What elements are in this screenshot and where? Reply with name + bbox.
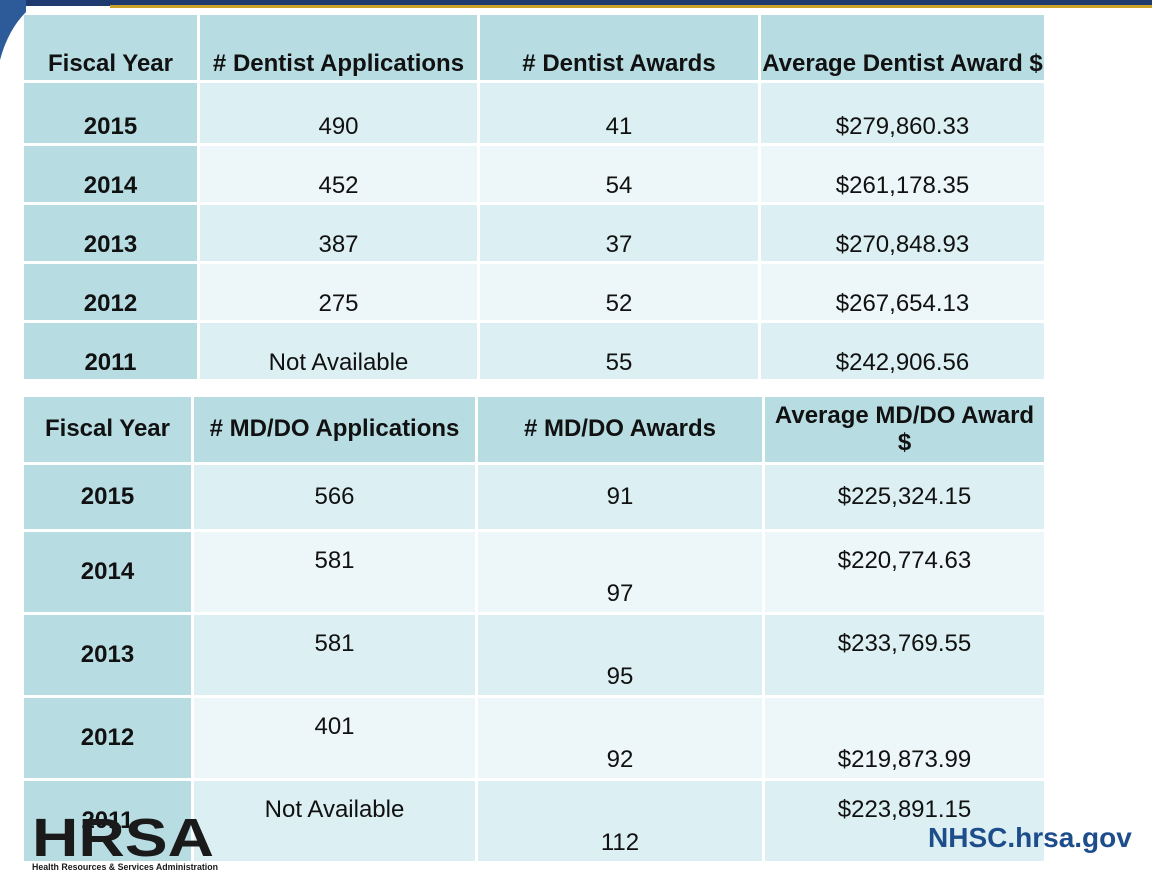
table-row: 2013 387 37 $270,848.93: [24, 205, 1044, 264]
header-fiscal-year: Fiscal Year: [24, 15, 200, 83]
cell-awards: 112: [478, 781, 765, 864]
cell-year: 2014: [24, 146, 200, 205]
header-applications: # MD/DO Applications: [194, 397, 478, 465]
cell-applications: 452: [200, 146, 480, 205]
cell-applications: 581: [194, 615, 478, 698]
dentist-awards-table: Fiscal Year # Dentist Applications # Den…: [24, 15, 1044, 382]
header-applications: # Dentist Applications: [200, 15, 480, 83]
corner-swoosh-icon: [0, 0, 26, 60]
cell-awards: 92: [478, 698, 765, 781]
cell-average-award: $225,324.15: [765, 465, 1044, 532]
header-fiscal-year: Fiscal Year: [24, 397, 194, 465]
table-row: 2014 581 97 $220,774.63: [24, 532, 1044, 615]
table-row: 2015 490 41 $279,860.33: [24, 83, 1044, 146]
table-row: 2015 566 91 $225,324.15: [24, 465, 1044, 532]
cell-average-award: $267,654.13: [761, 264, 1044, 323]
cell-year: 2013: [24, 205, 200, 264]
cell-year: 2011: [24, 781, 194, 864]
header-average-award: Average MD/DO Award $: [765, 397, 1044, 465]
cell-average-award: $220,774.63: [765, 532, 1044, 615]
cell-year: 2012: [24, 698, 194, 781]
cell-year: 2015: [24, 465, 194, 532]
cell-average-award: $279,860.33: [761, 83, 1044, 146]
header-average-award: Average Dentist Award $: [761, 15, 1044, 83]
table-row: 2011 Not Available 55 $242,906.56: [24, 323, 1044, 382]
cell-average-award: $219,873.99: [765, 698, 1044, 781]
table-row: 2012 275 52 $267,654.13: [24, 264, 1044, 323]
cell-year: 2015: [24, 83, 200, 146]
header-awards: # Dentist Awards: [480, 15, 761, 83]
cell-awards: 54: [480, 146, 761, 205]
cell-average-award: $233,769.55: [765, 615, 1044, 698]
cell-average-award: $261,178.35: [761, 146, 1044, 205]
cell-awards: 52: [480, 264, 761, 323]
cell-year: 2013: [24, 615, 194, 698]
table-header-row: Fiscal Year # Dentist Applications # Den…: [24, 15, 1044, 83]
header-awards: # MD/DO Awards: [478, 397, 765, 465]
table-row: 2013 581 95 $233,769.55: [24, 615, 1044, 698]
table-row: 2011 Not Available 112 $223,891.15: [24, 781, 1044, 864]
table-header-row: Fiscal Year # MD/DO Applications # MD/DO…: [24, 397, 1044, 465]
cell-year: 2011: [24, 323, 200, 382]
cell-applications: 581: [194, 532, 478, 615]
cell-awards: 37: [480, 205, 761, 264]
table-row: 2012 401 92 $219,873.99: [24, 698, 1044, 781]
cell-awards: 55: [480, 323, 761, 382]
cell-average-award: $242,906.56: [761, 323, 1044, 382]
hrsa-logo-subtext: Health Resources & Services Administrati…: [32, 862, 218, 870]
hrsa-logo: HRSA Health Resources & Services Adminis…: [32, 810, 218, 870]
top-banner-gold-stripe: [110, 5, 1152, 8]
cell-applications: 566: [194, 465, 478, 532]
cell-awards: 41: [480, 83, 761, 146]
cell-applications: 401: [194, 698, 478, 781]
cell-average-award: $270,848.93: [761, 205, 1044, 264]
top-banner: [0, 0, 1152, 9]
cell-year: 2012: [24, 264, 200, 323]
cell-year: 2014: [24, 532, 194, 615]
cell-average-award: $223,891.15: [765, 781, 1044, 864]
cell-applications: Not Available: [194, 781, 478, 864]
site-url: NHSC.hrsa.gov: [928, 822, 1132, 853]
mddo-awards-table: Fiscal Year # MD/DO Applications # MD/DO…: [24, 397, 1044, 864]
table-row: 2014 452 54 $261,178.35: [24, 146, 1044, 205]
cell-applications: 387: [200, 205, 480, 264]
cell-awards: 91: [478, 465, 765, 532]
cell-applications: 275: [200, 264, 480, 323]
top-banner-navy-stripe: [0, 0, 1152, 6]
cell-applications: 490: [200, 83, 480, 146]
cell-applications: Not Available: [200, 323, 480, 382]
hrsa-logo-text: HRSA: [32, 810, 214, 868]
cell-awards: 97: [478, 532, 765, 615]
cell-awards: 95: [478, 615, 765, 698]
